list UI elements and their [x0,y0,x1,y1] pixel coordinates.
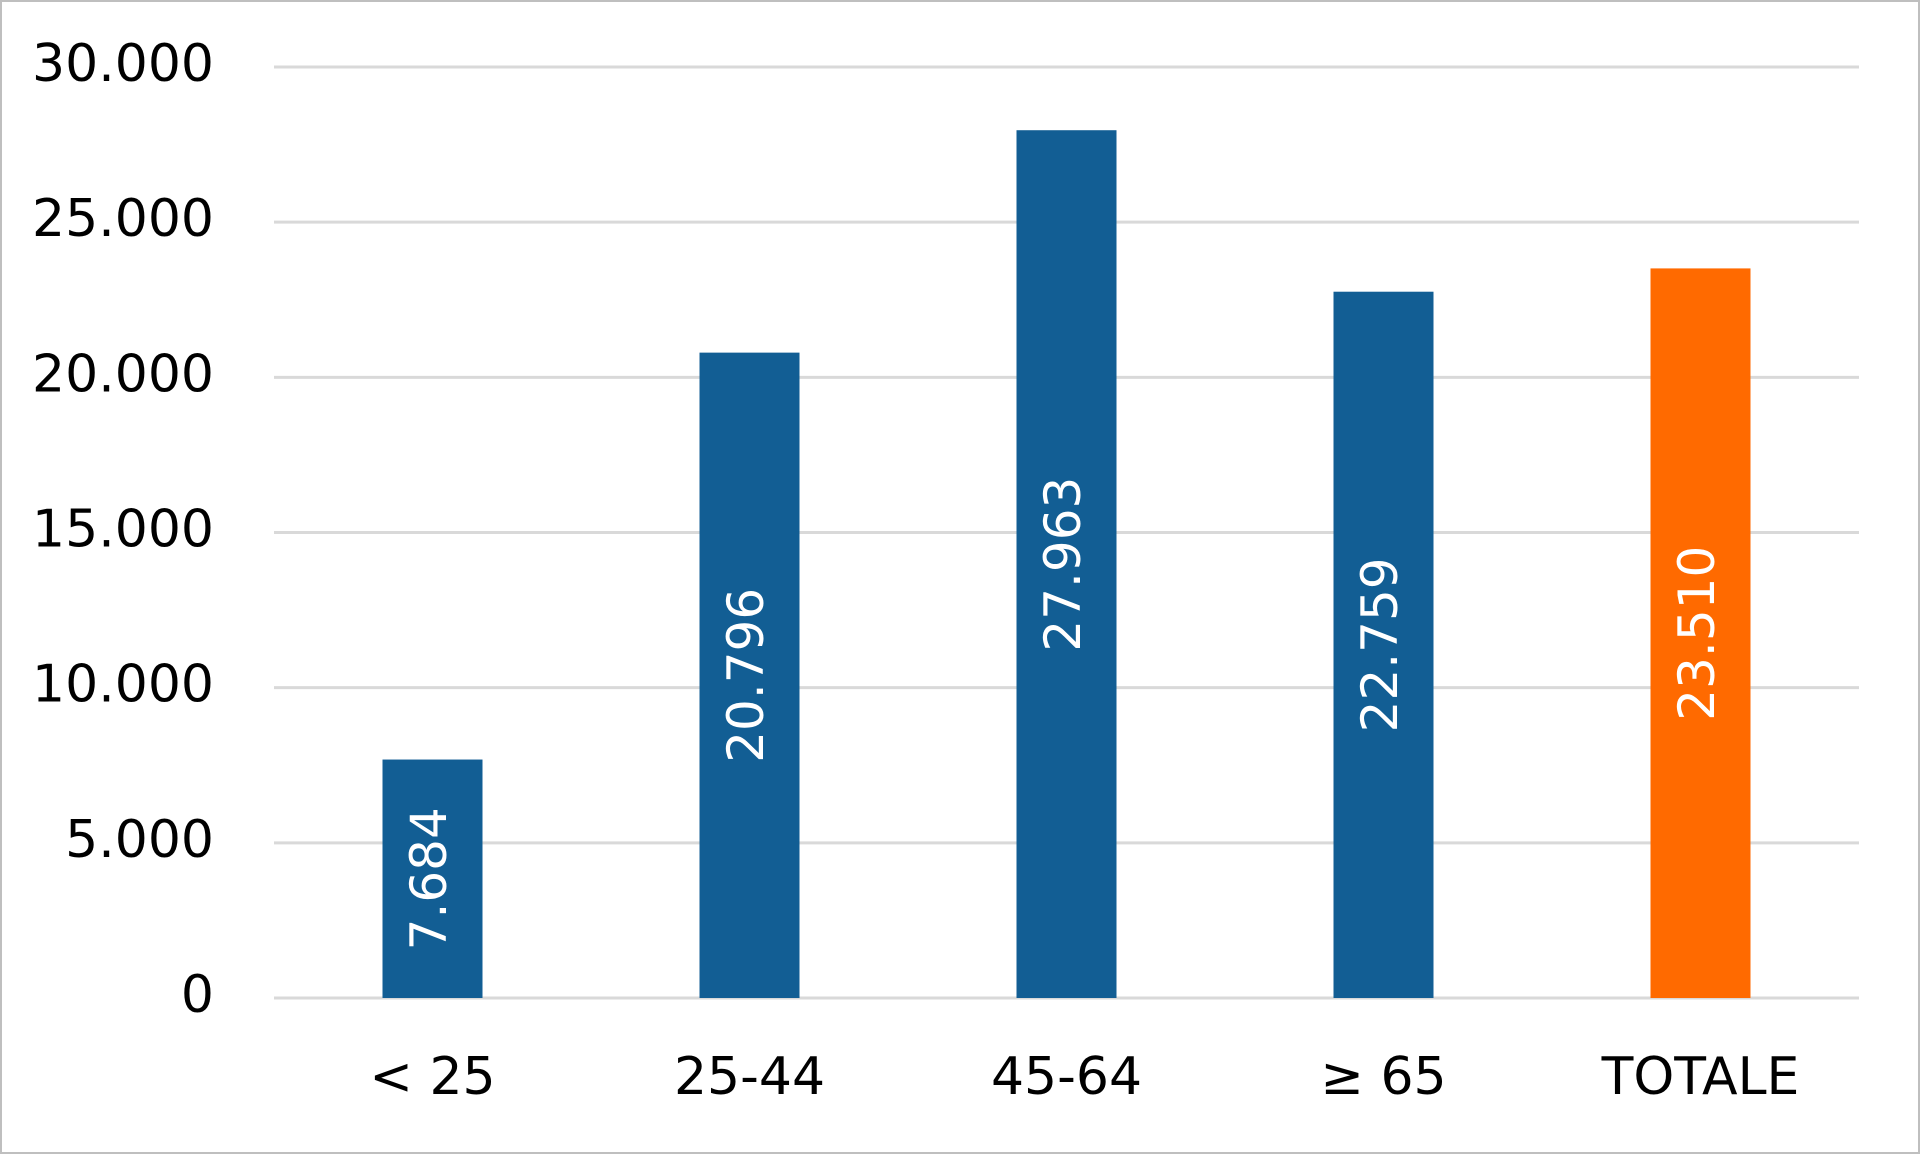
x-tick-label: < 25 [369,1047,495,1107]
bar [1650,268,1751,998]
y-tick-label: 0 [181,965,214,1025]
y-tick-label: 10.000 [32,655,214,715]
y-tick-label: 30.000 [32,34,214,94]
bar [1016,130,1117,998]
bar [699,352,800,998]
value-label: 22.759 [1351,557,1409,732]
value-label: 27.963 [1034,477,1092,652]
bar [382,759,483,998]
value-label: 20.796 [717,588,775,763]
x-tick-label: 25-44 [674,1047,825,1107]
x-tick-label: ≥ 65 [1320,1047,1446,1107]
bar [1333,291,1434,998]
x-tick-label: TOTALE [1601,1047,1800,1107]
x-tick-label: 45-64 [991,1047,1142,1107]
y-tick-label: 5.000 [65,810,214,870]
y-tick-label: 20.000 [32,344,214,404]
y-tick-label: 25.000 [32,189,214,249]
y-tick-label: 15.000 [32,500,214,560]
value-label: 23.510 [1668,546,1726,721]
value-label: 7.684 [400,807,458,950]
